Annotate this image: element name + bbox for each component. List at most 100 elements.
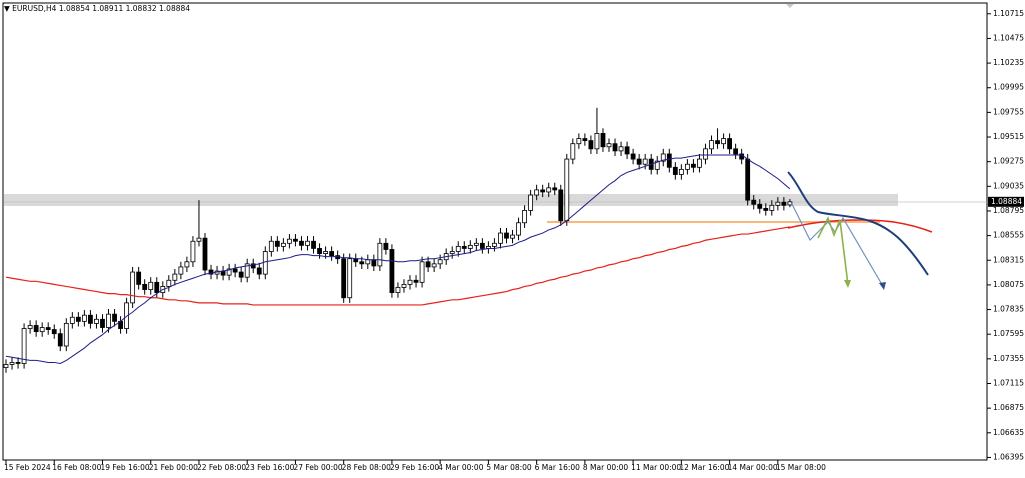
candle-body	[166, 279, 172, 287]
candle-body	[636, 158, 642, 165]
x-tick-label: 29 Feb 16:00	[390, 463, 439, 472]
x-tick-label: 22 Feb 08:00	[197, 463, 246, 472]
candle-body	[196, 237, 202, 242]
candle-body	[473, 242, 479, 246]
x-tick-label: 27 Feb 00:00	[293, 463, 342, 472]
x-tick-label: 15 Feb 2024	[4, 463, 51, 472]
y-tick-label: 1.07595	[993, 329, 1024, 338]
candle-body	[238, 271, 244, 278]
moving-average	[5, 154, 791, 364]
candle-body	[618, 146, 624, 152]
candle-body	[106, 313, 111, 328]
y-tick-label: 1.08795	[993, 206, 1024, 215]
shift-marker	[786, 4, 794, 8]
candle-body	[504, 232, 509, 239]
projection-path	[817, 215, 849, 286]
y-tick-label: 1.08075	[993, 280, 1024, 289]
y-tick-label: 1.09035	[993, 181, 1024, 190]
candle-body	[39, 327, 45, 333]
candle-body	[226, 268, 232, 276]
candle-body	[606, 143, 612, 148]
x-tick-label: 14 Mar 00:00	[728, 463, 778, 472]
candle-body	[256, 267, 262, 275]
candle-body	[727, 138, 732, 150]
x-tick-label: 12 Mar 16:00	[679, 463, 729, 472]
candle-body	[769, 204, 775, 211]
candle-body	[21, 328, 27, 364]
x-tick-label: 11 Mar 00:00	[631, 463, 681, 472]
candle-body	[419, 261, 425, 283]
y-tick-label: 1.10715	[993, 9, 1024, 18]
candle-body	[697, 158, 702, 168]
candle-body	[564, 158, 570, 222]
candle-body	[172, 273, 178, 281]
arrow-head	[844, 280, 851, 288]
ma-projection	[787, 219, 933, 233]
x-tick-label: 19 Feb 16:00	[100, 463, 149, 472]
candle-body	[371, 259, 377, 267]
candle-body	[130, 271, 136, 304]
candle-body	[69, 316, 75, 324]
open-value: 1.08854	[59, 4, 90, 13]
candle-body	[528, 194, 534, 211]
projection-curve	[787, 171, 929, 276]
candle-body	[311, 240, 316, 249]
symbol: EURUSD,H4	[12, 4, 56, 13]
candle-body	[51, 329, 57, 335]
candle-body	[709, 140, 714, 150]
candle-body	[57, 333, 63, 347]
candle-body	[112, 313, 117, 322]
y-tick-label: 1.09995	[993, 83, 1024, 92]
candle-body	[431, 263, 437, 268]
candle-body	[293, 238, 298, 242]
candle-body	[341, 258, 347, 299]
y-tick-label: 1.09755	[993, 107, 1024, 116]
y-tick-label: 1.09275	[993, 157, 1024, 166]
candle-body	[558, 189, 564, 222]
candle-body	[642, 158, 648, 165]
candle-body	[763, 207, 769, 211]
plot-frame	[2, 2, 988, 461]
candle-body	[15, 362, 21, 364]
candle-body	[437, 259, 443, 265]
candle-body	[178, 266, 184, 275]
candle-body	[576, 138, 582, 145]
candle-body	[781, 201, 787, 206]
candle-body	[401, 283, 407, 288]
candle-body	[148, 281, 154, 290]
candle-body	[280, 242, 286, 247]
y-tick-label: 1.07835	[993, 305, 1024, 314]
candle-body	[45, 327, 51, 330]
x-tick-label: 28 Feb 08:00	[342, 463, 391, 472]
candle-body	[184, 261, 190, 268]
candle-body	[546, 187, 552, 193]
candle-body	[299, 240, 304, 246]
candle-body	[654, 160, 660, 170]
candle-body	[492, 242, 497, 247]
candle-body	[600, 133, 606, 148]
candle-body	[684, 163, 690, 170]
candle-body	[274, 240, 280, 247]
y-tick-label: 1.06395	[993, 452, 1024, 461]
price-tag	[988, 196, 1024, 207]
candle-body	[383, 242, 389, 250]
y-tick-label: 1.08315	[993, 255, 1024, 264]
y-tick-label: 1.06635	[993, 428, 1024, 437]
candle-body	[63, 323, 69, 347]
candle-body	[377, 242, 383, 267]
candle-body	[9, 362, 15, 365]
chart-header: ▼ EURUSD,H4 1.08854 1.08911 1.08832 1.08…	[4, 4, 190, 13]
y-tick-label: 1.07355	[993, 354, 1024, 363]
candle-body	[33, 325, 39, 333]
candle-body	[250, 263, 256, 269]
candle-body	[703, 148, 708, 160]
candle-body	[395, 287, 401, 294]
candle-body	[678, 168, 684, 175]
candle-body	[81, 314, 87, 322]
close-value: 1.08884	[159, 4, 190, 13]
y-tick-label: 1.06875	[993, 403, 1024, 412]
candle-body	[479, 242, 485, 249]
candle-body	[208, 269, 214, 275]
candle-body	[142, 283, 148, 290]
